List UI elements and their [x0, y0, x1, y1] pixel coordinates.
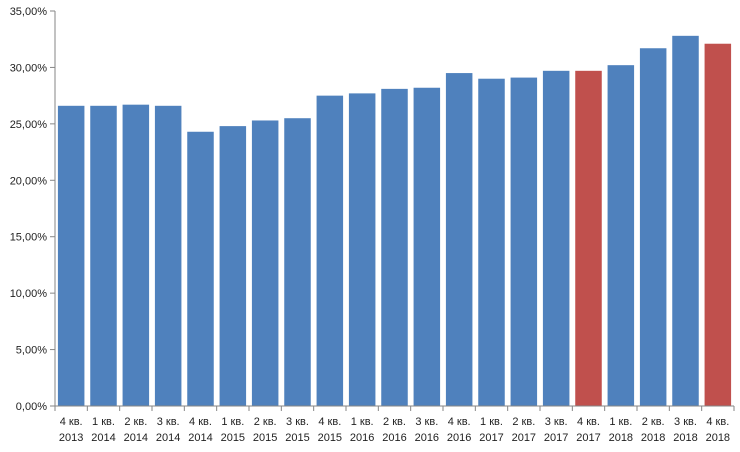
y-tick-label: 35,00%: [10, 6, 48, 18]
y-axis-ticks: 0,00% 5,00% 10,00% 15,00% 20,00% 25,00% 30,00%…: [10, 6, 55, 413]
x-tick-label: 1 кв. 2018: [609, 416, 633, 444]
bar: [90, 105, 117, 407]
bar: [381, 88, 408, 406]
x-tick-label: 2 кв. 2015: [253, 416, 277, 444]
x-tick-label: 1 кв. 2015: [221, 416, 245, 444]
x-tick-label: 2 кв. 2016: [382, 416, 406, 444]
x-tick-label: 4 кв. 2016: [447, 416, 471, 444]
x-tick-label: 3 кв. 2016: [415, 416, 439, 444]
bar: [510, 77, 538, 406]
y-tick-label: 20,00%: [10, 175, 48, 187]
bar: [122, 104, 150, 407]
bars: [57, 35, 732, 407]
bar: [219, 126, 247, 406]
bar: [542, 70, 570, 407]
x-tick-label: 1 кв. 2016: [350, 416, 374, 444]
bar: [348, 93, 376, 406]
x-tick-label: 3 кв. 2017: [544, 416, 568, 444]
bar: [607, 65, 635, 407]
bar: [251, 120, 279, 406]
x-axis-labels: 4 кв. 2013 1 кв. 2014 2 кв. 2014 3 кв. 2014 4 кв…: [59, 416, 730, 444]
y-tick-label: 15,00%: [10, 232, 48, 244]
bar: [445, 73, 473, 407]
x-tick-label: 4 кв. 2014: [188, 416, 212, 444]
x-tick-label: 1 кв. 2017: [479, 416, 503, 444]
y-tick-label: 5,00%: [16, 345, 47, 357]
x-tick-label: 4 кв. 2017: [576, 416, 600, 444]
bar: [704, 43, 732, 406]
x-tick-label: 3 кв. 2015: [285, 416, 309, 444]
y-tick-label: 30,00%: [10, 62, 48, 74]
bar: [672, 35, 699, 406]
bar: [316, 95, 344, 407]
x-tick-label: 3 кв. 2018: [673, 416, 697, 444]
y-tick-label: 0,00%: [16, 401, 47, 413]
bar: [413, 87, 441, 406]
bar: [284, 118, 311, 406]
x-tick-label: 2 кв. 2018: [641, 416, 665, 444]
bar: [187, 131, 214, 406]
x-tick-label: 4 кв. 2015: [318, 416, 342, 444]
x-tick-label: 1 кв. 2014: [91, 416, 115, 444]
y-tick-label: 25,00%: [10, 119, 48, 131]
x-tick-label: 3 кв. 2014: [156, 416, 180, 444]
bar: [154, 105, 182, 407]
x-tick-label: 2 кв. 2017: [512, 416, 536, 444]
x-tick-label: 4 кв. 2013: [59, 416, 83, 444]
axes: [54, 11, 735, 411]
bar: [575, 70, 602, 407]
bar: [478, 78, 505, 406]
x-tick-label: 2 кв. 2014: [124, 416, 148, 444]
y-tick-label: 10,00%: [10, 288, 48, 300]
x-tick-label: 4 кв. 2018: [706, 416, 730, 444]
bar: [57, 105, 85, 407]
bar: [639, 48, 667, 406]
